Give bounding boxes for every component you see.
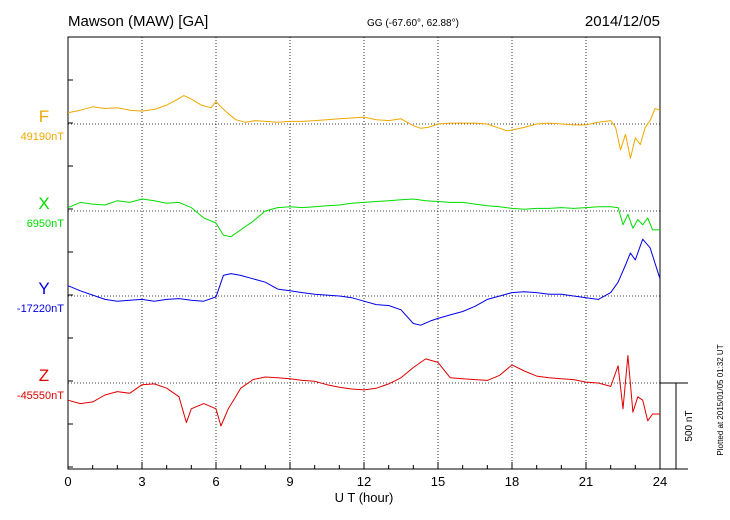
x-tick-label: 18	[505, 474, 519, 489]
chart-title: Mawson (MAW) [GA]	[68, 13, 208, 30]
x-tick-label: 12	[357, 474, 371, 489]
x-tick-label: 9	[286, 474, 293, 489]
series-name-f: F	[39, 107, 49, 126]
y-axis-ticks	[68, 79, 73, 468]
x-tick-label: 3	[138, 474, 145, 489]
series-baseline-x: 6950nT	[27, 218, 65, 230]
x-tick-label: 0	[64, 474, 71, 489]
x-tick-label: 24	[653, 474, 667, 489]
chart-date: 2014/12/05	[585, 13, 660, 30]
chart-subtitle: GG (-67.60°, 62.88°)	[367, 18, 459, 29]
x-axis-label: U T (hour)	[335, 490, 394, 505]
series-line-x	[67, 198, 660, 238]
x-tick-label: 21	[579, 474, 593, 489]
series-labels: F 49190nT X 6950nT Y -17220nT Z -45550nT	[17, 107, 64, 402]
series-baseline-y: -17220nT	[17, 303, 64, 315]
series-name-y: Y	[38, 279, 49, 298]
series-line-z	[67, 355, 660, 427]
series-line-y	[67, 238, 661, 326]
scale-bar: 500 nT	[660, 382, 695, 470]
series-name-x: X	[38, 194, 49, 213]
series-baseline-z: -45550nT	[17, 390, 64, 402]
x-axis-ticks: 0 3 6 9 12 15 18 21 24	[64, 462, 667, 489]
series-layer	[67, 95, 661, 427]
series-name-z: Z	[39, 366, 49, 385]
series-line-f	[67, 95, 661, 159]
scale-bar-label: 500 nT	[684, 410, 695, 441]
x-tick-label: 6	[212, 474, 219, 489]
grid-lines	[68, 37, 660, 469]
plot-footer: Plotted at 2015/01/05 01:32 UT	[716, 344, 725, 455]
series-baseline-f: 49190nT	[21, 131, 65, 143]
x-tick-label: 15	[431, 474, 445, 489]
